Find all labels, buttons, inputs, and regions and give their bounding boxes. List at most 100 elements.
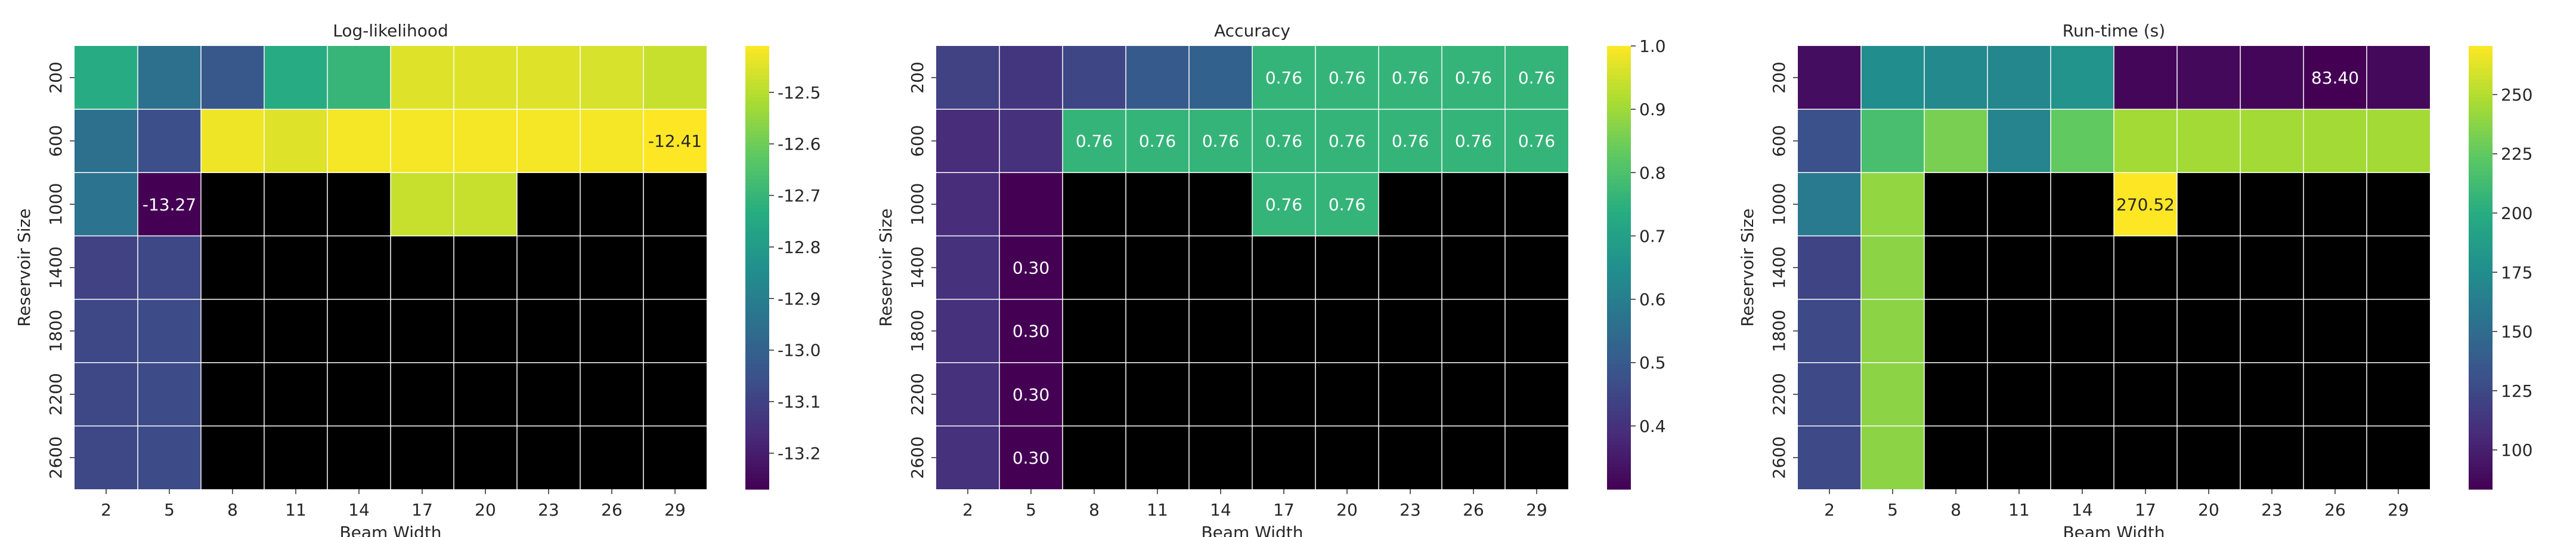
heatmap-cell: [1861, 46, 1924, 110]
colorbar-segment: [1607, 456, 1631, 461]
colorbar-segment: [2469, 197, 2493, 202]
colorbar-segment: [745, 323, 769, 328]
colorbar-segment: [2469, 430, 2493, 434]
colorbar-segment: [745, 131, 769, 135]
colorbar-segment: [2469, 482, 2493, 486]
colorbar-segment: [745, 201, 769, 205]
heatmap-cell: [1798, 362, 1861, 426]
colorbar-segment: [1607, 485, 1631, 490]
colorbar-segment: [745, 378, 769, 383]
colorbar-segment: [2469, 397, 2493, 401]
heatmap-cell: [1126, 46, 1189, 110]
colorbar-segment: [745, 419, 769, 424]
colorbar-segment: [2469, 193, 2493, 198]
colorbar-tick-label: -12.5: [778, 83, 821, 103]
y-tick-label: 1800: [46, 310, 66, 352]
heatmap-cell: [580, 362, 643, 426]
cell-annotation: 0.76: [1329, 131, 1366, 151]
colorbar-segment: [2469, 408, 2493, 412]
colorbar-segment: [2469, 64, 2493, 69]
heatmap-cell: [2240, 46, 2303, 110]
colorbar-segment: [1607, 286, 1631, 291]
colorbar-segment: [2469, 348, 2493, 353]
heatmap-cell: [1189, 425, 1252, 489]
colorbar-segment: [2469, 260, 2493, 264]
colorbar-segment: [1607, 57, 1631, 61]
heatmap-cell: [2051, 46, 2114, 110]
colorbar-segment: [2469, 330, 2493, 335]
heatmap-cell: [454, 172, 517, 236]
colorbar-segment: [745, 64, 769, 69]
colorbar-segment: [1607, 127, 1631, 132]
colorbar-segment: [745, 46, 769, 50]
colorbar-segment: [1607, 79, 1631, 84]
colorbar-segment: [1607, 297, 1631, 301]
y-tick-label: 1800: [908, 310, 927, 352]
heatmap-cell: [1924, 362, 1987, 426]
heatmap-cell: [391, 109, 454, 173]
colorbar-segment: [745, 441, 769, 446]
cell-annotation: 0.76: [1076, 131, 1113, 151]
colorbar-segment: [1607, 223, 1631, 227]
colorbar-segment: [2469, 360, 2493, 365]
colorbar-segment: [1607, 422, 1631, 427]
heatmap-cell: [1924, 425, 1987, 489]
colorbar-segment: [2469, 375, 2493, 379]
colorbar-segment: [745, 116, 769, 121]
x-tick-label: 17: [2135, 500, 2156, 520]
colorbar-tick-label: -12.6: [778, 134, 821, 154]
colorbar-tick-label: 100: [2501, 440, 2532, 460]
colorbar-segment: [745, 245, 769, 250]
heatmap-cell: [1442, 109, 1505, 173]
heatmap-cell: [327, 172, 391, 236]
colorbar-tick-label: 200: [2501, 203, 2532, 223]
heatmap-cell: [936, 299, 999, 363]
heatmap-cell: [2177, 299, 2240, 363]
heatmap-cell: [138, 425, 201, 489]
heatmap-cell: [1189, 109, 1252, 173]
colorbar-segment: [745, 279, 769, 283]
y-tick-label: 200: [46, 61, 66, 93]
colorbar-segment: [1607, 304, 1631, 309]
heatmap-cell: [1442, 362, 1505, 426]
heatmap-cell: [1442, 236, 1505, 300]
colorbar-segment: [745, 208, 769, 213]
colorbar-segment: [2469, 282, 2493, 287]
y-tick-label: 2200: [1769, 373, 1789, 415]
x-tick-label: 2: [1824, 500, 1835, 520]
colorbar-segment: [1607, 319, 1631, 323]
colorbar-segment: [745, 242, 769, 246]
colorbar-segment: [745, 456, 769, 461]
heatmap-cell: [2051, 236, 2114, 300]
heatmap-cell: [1189, 46, 1252, 110]
colorbar-segment: [1607, 293, 1631, 298]
colorbar-segment: [1607, 430, 1631, 434]
colorbar-segment: [745, 75, 769, 80]
heatmap-cell: [1315, 46, 1379, 110]
colorbar-segment: [1607, 400, 1631, 405]
colorbar-segment: [1607, 252, 1631, 257]
colorbar-segment: [745, 153, 769, 158]
colorbar-segment: [2469, 220, 2493, 224]
x-tick-label: 23: [538, 500, 559, 520]
colorbar-segment: [745, 164, 769, 168]
cell-annotation: -13.27: [143, 195, 196, 214]
colorbar-segment: [1607, 146, 1631, 150]
colorbar-segment: [1607, 267, 1631, 272]
colorbar-segment: [745, 260, 769, 264]
colorbar-segment: [745, 168, 769, 172]
heatmap-cell: [643, 46, 707, 110]
heatmap-cell: [2051, 425, 2114, 489]
heatmap-cell: [75, 299, 138, 363]
heatmap-cell: [2051, 109, 2114, 173]
heatmap-cell: [1252, 299, 1315, 363]
colorbar-segment: [745, 467, 769, 471]
colorbar-segment: [745, 274, 769, 279]
colorbar-segment: [2469, 419, 2493, 424]
heatmap-cell: [517, 172, 580, 236]
heatmap-cell: [1252, 46, 1315, 110]
x-tick-label: 26: [2324, 500, 2346, 520]
x-tick-label: 14: [1210, 500, 1231, 520]
colorbar-segment: [745, 68, 769, 72]
